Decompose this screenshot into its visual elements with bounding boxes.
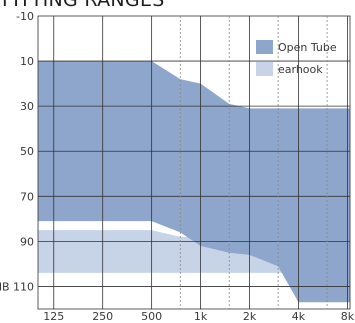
x-axis-ticks: 125 250 500 1k 2k 4k 8k	[43, 310, 354, 323]
y-tick-label: 50	[20, 145, 34, 158]
y-tick-label: -10	[16, 10, 34, 23]
x-tick-label: 1k	[194, 310, 208, 323]
y-tick-label: 10	[20, 55, 34, 68]
x-tick-label: 8k	[341, 310, 355, 323]
legend-swatch	[256, 62, 273, 76]
x-tick-label: 500	[141, 310, 162, 323]
band-open-tube	[38, 61, 350, 303]
range-bands	[38, 61, 350, 303]
plot-frame	[37, 15, 351, 310]
y-axis-ticks: -10 10 30 50 70 90 dB 110	[0, 10, 34, 293]
x-tick-label: 4k	[292, 310, 306, 323]
page-title: FITTING RANGES	[2, 0, 165, 11]
x-tick-label: 2k	[243, 310, 257, 323]
chart-grid	[37, 15, 351, 310]
y-tick-label: dB 110	[0, 280, 34, 293]
legend-swatch	[256, 40, 273, 54]
x-tick-label: 125	[43, 310, 64, 323]
x-tick-label: 250	[92, 310, 113, 323]
legend-label: earhook	[278, 63, 323, 76]
legend-label: Open Tube	[278, 41, 337, 54]
y-tick-label: 30	[20, 100, 34, 113]
y-tick-label: 70	[20, 190, 34, 203]
chart-legend: Open Tube earhook	[256, 40, 337, 76]
y-tick-label: 90	[20, 235, 34, 248]
